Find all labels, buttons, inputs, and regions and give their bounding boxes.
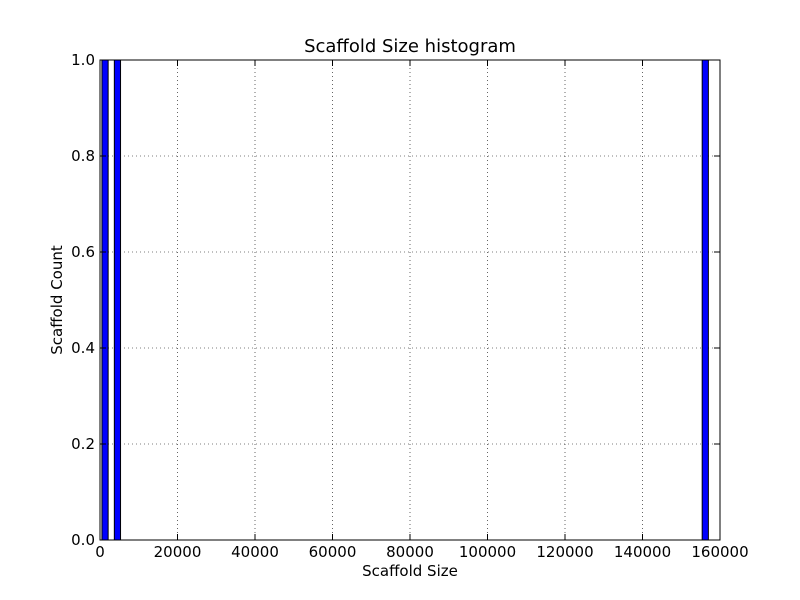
x-tick-label: 60000 (309, 543, 357, 561)
x-tick-label: 100000 (459, 543, 516, 561)
chart-title: Scaffold Size histogram (304, 36, 516, 57)
y-tick-label: 1.0 (71, 51, 95, 69)
axis-ticks (99, 59, 721, 541)
y-tick-label: 0.4 (71, 339, 95, 357)
grid-lines (100, 60, 720, 540)
x-tick-label: 120000 (536, 543, 593, 561)
histogram-bar (701, 59, 709, 541)
y-tick-labels: 0.0 0.2 0.4 0.6 0.8 1.0 (71, 51, 95, 549)
y-tick-label: 0.0 (71, 531, 95, 549)
x-tick-label: 40000 (231, 543, 279, 561)
x-tick-labels: 0 20000 40000 60000 80000 100000 120000 140000 1… (95, 543, 748, 561)
x-tick-label: 80000 (386, 543, 434, 561)
x-tick-label: 160000 (691, 543, 748, 561)
x-tick-label: 140000 (614, 543, 671, 561)
x-tick-label: 20000 (154, 543, 202, 561)
y-tick-label: 0.2 (71, 435, 95, 453)
x-axis-label: Scaffold Size (362, 562, 458, 580)
histogram-bar (113, 59, 122, 541)
y-tick-label: 0.8 (71, 147, 95, 165)
histogram-bar (101, 59, 109, 541)
y-tick-label: 0.6 (71, 243, 95, 261)
y-axis-label: Scaffold Count (48, 245, 66, 355)
x-tick-label: 0 (95, 543, 105, 561)
